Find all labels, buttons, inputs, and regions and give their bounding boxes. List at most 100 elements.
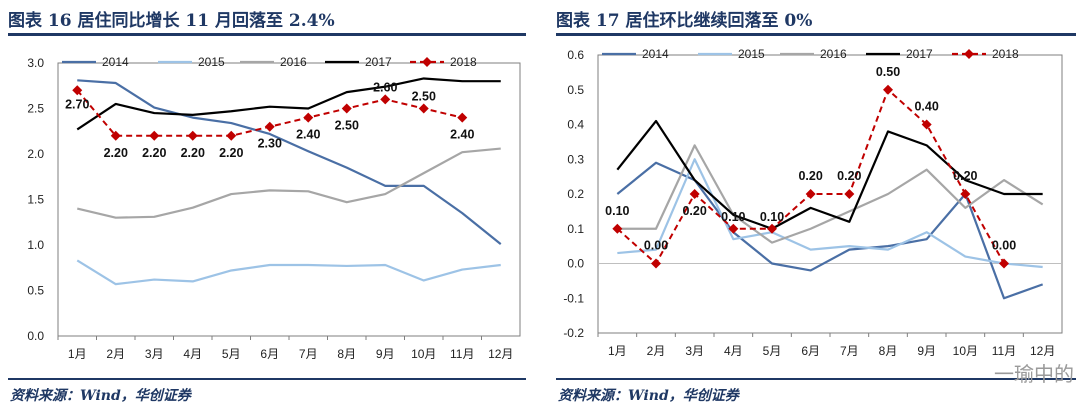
data-point-2018 <box>921 119 932 130</box>
legend-label: 2017 <box>906 47 933 61</box>
figure-17-source: 资料来源：Wind，华创证券 <box>558 388 739 404</box>
series-line-2016 <box>76 147 501 219</box>
y-tick-label: 0.0 <box>27 329 44 343</box>
chart-yoy: 0.0 0.5 1.0 1.5 2.0 2.5 3.0 1月 2月 3月 4月 5月 6月 7月 8月 9月 1… <box>27 55 521 361</box>
x-tick-label: 10月 <box>411 347 436 361</box>
x-tick-label: 5月 <box>763 344 782 358</box>
legend-marker-2018 <box>964 49 974 59</box>
series-line-2015 <box>617 158 1043 269</box>
legend-label: 2014 <box>642 47 669 61</box>
legend-label: 2018 <box>992 47 1019 61</box>
y-tick-label: 0.1 <box>567 222 584 236</box>
x-tick-label: 6月 <box>801 344 820 358</box>
figure-16-title: 图表 16 居住同比增长 11 月回落至 2.4% <box>8 11 335 31</box>
watermark-text: 一瑜中的 <box>994 362 1074 386</box>
chart-mom: -0.2 -0.1 0.0 0.1 0.2 0.3 0.4 0.5 0.6 1月 2月 3月 4月 5月 6… <box>563 47 1063 358</box>
data-label: 2.50 <box>412 90 436 104</box>
data-label: 0.00 <box>644 239 668 253</box>
data-point-2018 <box>457 112 468 123</box>
data-point-2018 <box>226 130 237 141</box>
x-tick-label: 3月 <box>685 344 704 358</box>
y-tick-label: 2.5 <box>27 102 44 116</box>
x-tick-label: 9月 <box>376 347 395 361</box>
source-rule <box>556 378 1076 380</box>
y-tick-label: 0.0 <box>567 257 584 271</box>
legend-label: 2015 <box>198 55 225 69</box>
figure-16: 图表 16 居住同比增长 11 月回落至 2.4% 0.0 0.5 1.0 1.5 2.… <box>0 0 530 417</box>
data-point-2018 <box>418 103 429 114</box>
x-tick-label: 2月 <box>647 344 666 358</box>
data-point-2018 <box>187 130 198 141</box>
data-label: 2.20 <box>104 146 128 160</box>
y-tick-label: 1.5 <box>27 193 44 207</box>
y-tick-label: 0.3 <box>567 152 584 166</box>
legend-label: 2018 <box>450 55 477 69</box>
data-label: 0.00 <box>992 239 1016 253</box>
data-point-2018 <box>341 103 352 114</box>
legend-label: 2016 <box>820 47 847 61</box>
x-tick-label: 10月 <box>953 344 978 358</box>
series-line-2014 <box>616 161 1044 300</box>
series-line-2014 <box>77 79 502 245</box>
title-rule <box>8 33 526 36</box>
x-tick-label: 1月 <box>68 347 87 361</box>
x-tick-label: 5月 <box>222 347 241 361</box>
legend-label: 2017 <box>365 55 392 69</box>
legend-label: 2016 <box>280 55 307 69</box>
x-tick-label: 6月 <box>260 347 279 361</box>
x-tick-label: 7月 <box>840 344 859 358</box>
source-rule <box>8 378 526 380</box>
y-tick-label: 0.2 <box>567 187 584 201</box>
series-line-2017 <box>76 77 501 131</box>
data-point-2018 <box>805 189 816 199</box>
data-label: 2.20 <box>181 146 205 160</box>
figure-17-title: 图表 17 居住环比继续回落至 0% <box>556 11 813 31</box>
data-point-2018 <box>149 130 160 141</box>
data-label: 0.10 <box>760 210 784 224</box>
data-label: 0.20 <box>953 169 977 183</box>
data-label: 0.40 <box>914 100 938 114</box>
data-point-2018 <box>960 189 971 199</box>
data-label: 0.20 <box>837 169 861 183</box>
data-point-2018 <box>612 223 623 234</box>
x-tick-label: 2月 <box>106 347 125 361</box>
data-point-2018 <box>651 258 661 269</box>
x-tick-label: 8月 <box>879 344 898 358</box>
y-tick-label: 2.0 <box>27 147 44 161</box>
data-point-2018 <box>728 223 739 234</box>
title-rule <box>556 33 1076 36</box>
data-point-2018 <box>999 258 1009 269</box>
data-point-2018 <box>264 121 275 132</box>
x-tick-label: 9月 <box>917 344 936 358</box>
data-point-2018 <box>883 84 893 95</box>
y-tick-label: 3.0 <box>27 56 44 70</box>
y-tick-label: -0.2 <box>563 326 584 340</box>
y-tick-label: 1.0 <box>27 238 44 252</box>
y-tick-label: 0.5 <box>567 83 584 97</box>
x-tick-label: 7月 <box>299 347 318 361</box>
data-label: 2.20 <box>219 146 243 160</box>
legend-label: 2015 <box>738 47 765 61</box>
x-tick-label: 12月 <box>1030 344 1055 358</box>
data-label: 2.50 <box>335 119 359 133</box>
data-label: 2.70 <box>65 97 89 111</box>
data-label: 0.50 <box>876 65 900 79</box>
data-point-2018 <box>303 112 314 123</box>
x-tick-label: 1月 <box>608 344 627 358</box>
data-point-2018 <box>110 130 121 141</box>
legend-marker-2018 <box>422 57 432 67</box>
x-tick-label: 12月 <box>488 347 513 361</box>
data-label: 0.10 <box>605 204 629 218</box>
y-tick-label: 0.5 <box>27 284 44 298</box>
series-line-2016 <box>617 144 1044 244</box>
data-point-2018 <box>689 189 700 199</box>
x-tick-label: 4月 <box>724 344 743 358</box>
y-tick-label: 0.4 <box>567 118 584 132</box>
data-label: 0.20 <box>798 169 822 183</box>
data-label: 2.40 <box>450 128 474 142</box>
x-tick-label: 3月 <box>145 347 164 361</box>
data-label: 2.30 <box>258 137 282 151</box>
data-label: 2.20 <box>142 146 166 160</box>
series-line-2017 <box>616 119 1043 230</box>
x-tick-label: 11月 <box>992 344 1016 358</box>
